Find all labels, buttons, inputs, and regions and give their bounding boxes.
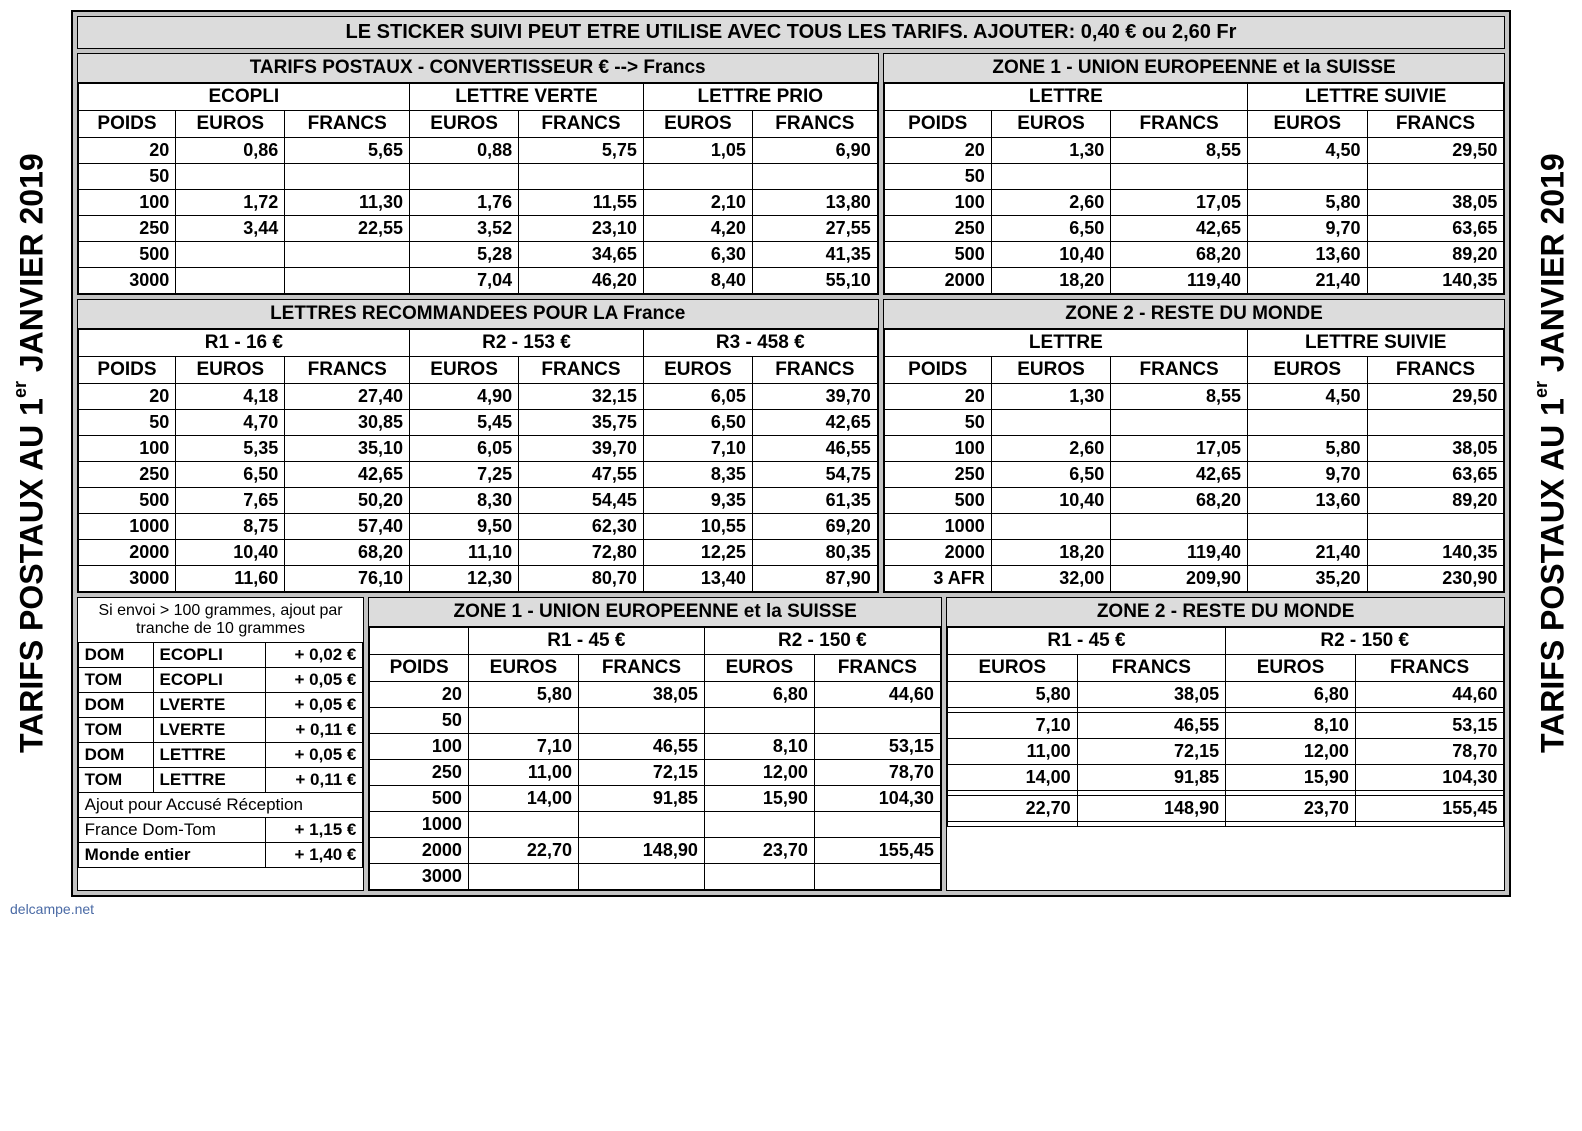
table-row: DOMECOPLI+ 0,02 € <box>78 643 363 668</box>
table-row: 204,1827,404,9032,156,0539,70 <box>78 384 877 410</box>
table-row: 30007,0446,208,4055,10 <box>78 268 877 294</box>
table-row: 200018,20119,4021,40140,35 <box>884 540 1504 566</box>
table-row: TOMLVERTE+ 0,11 € <box>78 718 363 743</box>
table-row: 201,308,554,5029,50 <box>884 384 1504 410</box>
table-intl-z1: R1 - 45 € R2 - 150 € POIDS EUROS FRANCS … <box>369 627 940 890</box>
table-row: 50 <box>370 708 940 734</box>
table-row: 5005,2834,656,3041,35 <box>78 242 877 268</box>
table-row: 200,865,650,885,751,056,90 <box>78 138 877 164</box>
table-row: 1000 <box>884 514 1504 540</box>
table-row: 2503,4422,553,5223,104,2027,55 <box>78 216 877 242</box>
table-row: 1001,7211,301,7611,552,1013,80 <box>78 190 877 216</box>
table-row: DOMLVERTE+ 0,05 € <box>78 693 363 718</box>
table-row: 201,308,554,5029,50 <box>884 138 1504 164</box>
table-row: 1007,1046,558,1053,15 <box>370 734 940 760</box>
table-surcharges: DOMECOPLI+ 0,02 €TOMECOPLI+ 0,05 €DOMLVE… <box>78 642 364 868</box>
section3-z1-header: ZONE 1 - UNION EUROPEENNE et la SUISSE <box>369 598 940 627</box>
table-row: 11,0072,1512,0078,70 <box>947 739 1503 765</box>
table-row: TOMLETTRE+ 0,11 € <box>78 768 363 793</box>
table-row: 2506,5042,657,2547,558,3554,75 <box>78 462 877 488</box>
side-title-left: TARIFS POSTAUX AU 1er JANVIER 2019 <box>10 10 51 897</box>
table-row: 200018,20119,4021,40140,35 <box>884 268 1504 294</box>
table-row: 3 AFR32,00209,9035,20230,90 <box>884 566 1504 592</box>
table-row: 1000 <box>370 812 940 838</box>
table-row: TOMECOPLI+ 0,05 € <box>78 668 363 693</box>
section2-right-header: ZONE 2 - RESTE DU MONDE <box>884 300 1505 329</box>
table-row: 504,7030,855,4535,756,5042,65 <box>78 410 877 436</box>
table-row: 50 <box>884 164 1504 190</box>
table-row: 205,8038,056,8044,60 <box>370 682 940 708</box>
table-row: 50014,0091,8515,90104,30 <box>370 786 940 812</box>
top-banner: LE STICKER SUIVI PEUT ETRE UTILISE AVEC … <box>77 16 1506 49</box>
table-recommandee: R1 - 16 € R2 - 153 € R3 - 458 € POIDS EU… <box>78 329 878 592</box>
table-row: 10008,7557,409,5062,3010,5569,20 <box>78 514 877 540</box>
section2-left-header: LETTRES RECOMMANDEES POUR LA France <box>78 300 878 329</box>
table-row: 200010,4068,2011,1072,8012,2580,35 <box>78 540 877 566</box>
footer-credit: delcampe.net <box>10 901 1572 917</box>
surcharge-note: Si envoi > 100 grammes, ajout par tranch… <box>78 598 364 642</box>
table-row: 2506,5042,659,7063,65 <box>884 462 1504 488</box>
table-row: 200022,70148,9023,70155,45 <box>370 838 940 864</box>
table-row: 25011,0072,1512,0078,70 <box>370 760 940 786</box>
table-zone1: LETTRE LETTRE SUIVIE POIDS EUROS FRANCS … <box>884 83 1505 294</box>
table-row: 5007,6550,208,3054,459,3561,35 <box>78 488 877 514</box>
table-row: DOMLETTRE+ 0,05 € <box>78 743 363 768</box>
table-row: 5,8038,056,8044,60 <box>947 682 1503 708</box>
table-row: 7,1046,558,1053,15 <box>947 713 1503 739</box>
side-title-right: TARIFS POSTAUX AU 1er JANVIER 2019 <box>1531 10 1572 897</box>
table-intl-z2: R1 - 45 € R2 - 150 € EUROS FRANCS EUROS … <box>947 627 1504 827</box>
section1-left-header: TARIFS POSTAUX - CONVERTISSEUR € --> Fra… <box>78 54 878 83</box>
table-france-basic: ECOPLI LETTRE VERTE LETTRE PRIO POIDS EU… <box>78 83 878 294</box>
table-row: 1002,6017,055,8038,05 <box>884 190 1504 216</box>
table-row: 50010,4068,2013,6089,20 <box>884 242 1504 268</box>
section3-z2-header: ZONE 2 - RESTE DU MONDE <box>947 598 1504 627</box>
table-row: 1005,3535,106,0539,707,1046,55 <box>78 436 877 462</box>
table-row: 300011,6076,1012,3080,7013,4087,90 <box>78 566 877 592</box>
table-row: 50010,4068,2013,6089,20 <box>884 488 1504 514</box>
main-panel: LE STICKER SUIVI PEUT ETRE UTILISE AVEC … <box>71 10 1512 897</box>
table-row: 2506,5042,659,7063,65 <box>884 216 1504 242</box>
table-row: 14,0091,8515,90104,30 <box>947 765 1503 791</box>
section1-right-header: ZONE 1 - UNION EUROPEENNE et la SUISSE <box>884 54 1505 83</box>
table-row: 22,70148,9023,70155,45 <box>947 796 1503 822</box>
table-zone2: LETTRE LETTRE SUIVIE POIDS EUROS FRANCS … <box>884 329 1505 592</box>
table-row: 1002,6017,055,8038,05 <box>884 436 1504 462</box>
table-row <box>947 822 1503 827</box>
table-row: 50 <box>78 164 877 190</box>
table-row: 50 <box>884 410 1504 436</box>
table-row: 3000 <box>370 864 940 890</box>
